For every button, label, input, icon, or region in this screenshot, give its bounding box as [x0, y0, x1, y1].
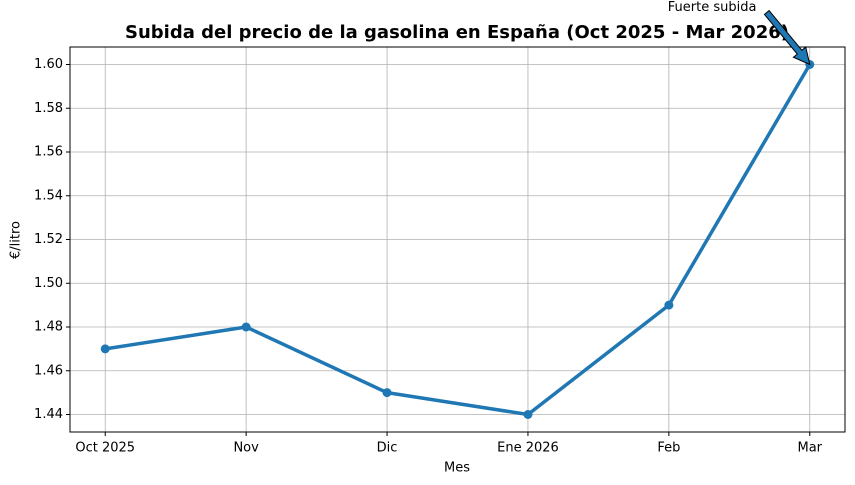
y-tick-label: 1.50: [34, 276, 63, 291]
x-tick-label: Mar: [798, 441, 823, 456]
line: [104, 63, 812, 417]
y-tick-label: 1.48: [34, 320, 63, 335]
marker: [523, 410, 533, 419]
y-tick-label: 1.60: [34, 57, 63, 72]
y-tick-label: 1.52: [34, 232, 63, 247]
marker: [241, 322, 251, 332]
marker: [100, 344, 110, 354]
y-tick-label: 1.54: [34, 188, 63, 203]
y-tick-label: 1.44: [34, 407, 63, 422]
x-axis-label: Mes: [444, 461, 470, 476]
annotation-arrow: [763, 9, 811, 66]
chart-title: Subida del precio de la gasolina en Espa…: [125, 22, 789, 43]
x-tick-label: Feb: [657, 441, 680, 456]
y-axis-label: €/litro: [9, 221, 24, 259]
marker: [664, 300, 674, 310]
x-tick-label: Dic: [377, 441, 398, 456]
plot-frame: [69, 46, 846, 433]
marker: [382, 388, 392, 398]
arrow-shape: [763, 9, 811, 66]
annotation: Fuerte subida: [668, 0, 757, 15]
y-tick-label: 1.46: [34, 363, 63, 378]
x-tick-label: Ene 2026: [497, 441, 559, 456]
y-tick-label: 1.58: [34, 101, 63, 116]
x-tick-label: Nov: [233, 441, 259, 456]
y-tick-label: 1.56: [34, 145, 63, 160]
x-tick-label: Oct 2025: [75, 441, 135, 456]
